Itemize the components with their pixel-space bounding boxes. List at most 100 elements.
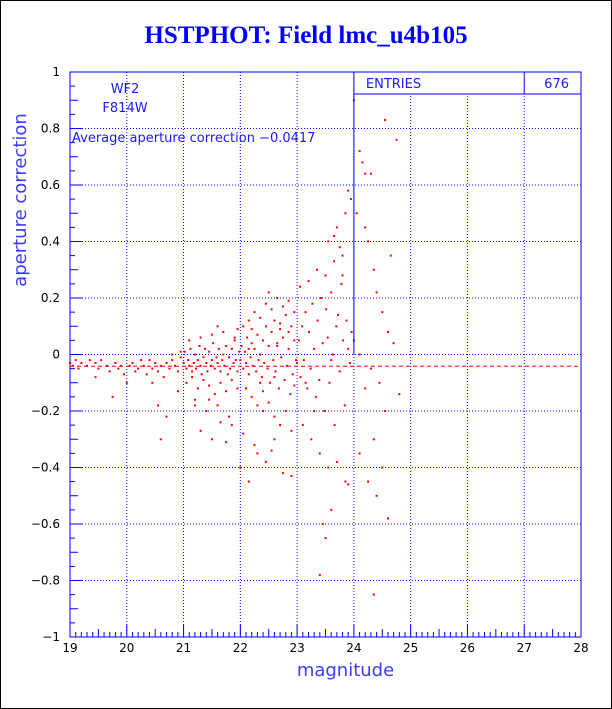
data-point xyxy=(324,537,327,540)
data-point xyxy=(189,347,192,350)
data-point xyxy=(324,274,327,277)
x-tick-label: 28 xyxy=(573,641,588,655)
data-point xyxy=(263,362,266,364)
data-point xyxy=(216,362,219,364)
data-point xyxy=(328,381,331,384)
data-point xyxy=(320,297,322,299)
data-point xyxy=(228,415,230,418)
data-point xyxy=(188,364,191,367)
data-point xyxy=(304,311,307,314)
data-point xyxy=(192,362,195,364)
data-point xyxy=(301,424,304,427)
data-points xyxy=(69,99,401,596)
data-point xyxy=(331,353,334,356)
data-point xyxy=(381,466,384,469)
x-tick-label: 26 xyxy=(460,641,475,655)
data-point xyxy=(236,328,239,331)
chart-title: HSTPHOT: Field lmc_u4b105 xyxy=(144,22,468,49)
data-point xyxy=(165,362,168,364)
data-point xyxy=(316,319,319,322)
data-point xyxy=(291,373,294,376)
data-point xyxy=(196,359,199,362)
data-point xyxy=(198,345,201,347)
data-point xyxy=(259,353,262,356)
data-point xyxy=(182,362,185,364)
data-point xyxy=(378,381,381,384)
data-point xyxy=(137,367,140,370)
data-point xyxy=(279,328,282,331)
y-tick-label: 0 xyxy=(52,348,60,362)
data-point xyxy=(281,336,284,339)
data-point xyxy=(205,362,208,364)
data-point xyxy=(347,347,350,350)
data-point xyxy=(327,466,330,469)
data-point xyxy=(333,424,336,427)
data-point xyxy=(100,359,103,362)
data-point xyxy=(179,356,182,359)
data-point xyxy=(343,404,346,407)
data-point xyxy=(226,373,229,376)
data-point xyxy=(159,438,162,441)
data-point xyxy=(364,172,367,175)
data-point xyxy=(375,291,378,294)
data-point xyxy=(253,443,256,446)
y-tick-label: 0.6 xyxy=(41,178,60,192)
data-point xyxy=(342,339,345,342)
data-point xyxy=(242,432,245,435)
data-point xyxy=(187,359,190,362)
data-point xyxy=(247,347,250,350)
data-point xyxy=(185,381,188,384)
data-point xyxy=(262,410,264,412)
data-point xyxy=(262,390,264,393)
data-point xyxy=(270,449,273,452)
data-point xyxy=(287,299,290,302)
x-tick-label: 24 xyxy=(346,641,361,655)
data-point xyxy=(358,452,361,455)
data-point xyxy=(230,424,233,427)
data-point xyxy=(389,254,392,257)
data-point xyxy=(264,325,267,328)
data-point xyxy=(199,336,202,339)
data-point xyxy=(337,313,339,316)
data-point xyxy=(358,150,361,153)
data-point xyxy=(199,364,202,367)
data-point xyxy=(219,370,222,373)
data-point xyxy=(299,376,302,379)
data-point xyxy=(257,359,260,362)
data-point xyxy=(277,387,280,390)
data-point xyxy=(225,345,228,347)
data-point xyxy=(310,438,313,441)
data-point xyxy=(191,376,194,379)
data-point xyxy=(236,387,239,390)
data-point xyxy=(222,330,225,333)
data-point xyxy=(267,401,270,404)
data-point xyxy=(297,339,300,342)
data-point xyxy=(293,339,296,342)
y-tick-label: 0.8 xyxy=(41,122,60,136)
data-point xyxy=(372,268,375,271)
x-tick-label: 22 xyxy=(233,641,248,655)
data-point xyxy=(287,347,290,350)
data-point xyxy=(238,350,241,353)
y-tick-label: −0.4 xyxy=(31,461,60,475)
data-point xyxy=(108,370,111,373)
data-point xyxy=(216,404,219,407)
data-point xyxy=(260,376,263,379)
data-point xyxy=(236,370,239,373)
data-point xyxy=(369,172,372,175)
data-point xyxy=(88,359,91,362)
data-point xyxy=(221,359,224,362)
data-point xyxy=(242,367,245,370)
data-point xyxy=(384,410,387,412)
data-point xyxy=(200,373,203,376)
data-point xyxy=(229,367,232,370)
data-point xyxy=(250,395,253,398)
data-point xyxy=(372,593,375,596)
data-point xyxy=(171,353,174,356)
data-point xyxy=(350,330,353,333)
data-point xyxy=(364,226,367,229)
data-point xyxy=(270,308,273,311)
data-point xyxy=(217,347,220,350)
data-point xyxy=(347,483,350,486)
data-point xyxy=(313,347,316,350)
